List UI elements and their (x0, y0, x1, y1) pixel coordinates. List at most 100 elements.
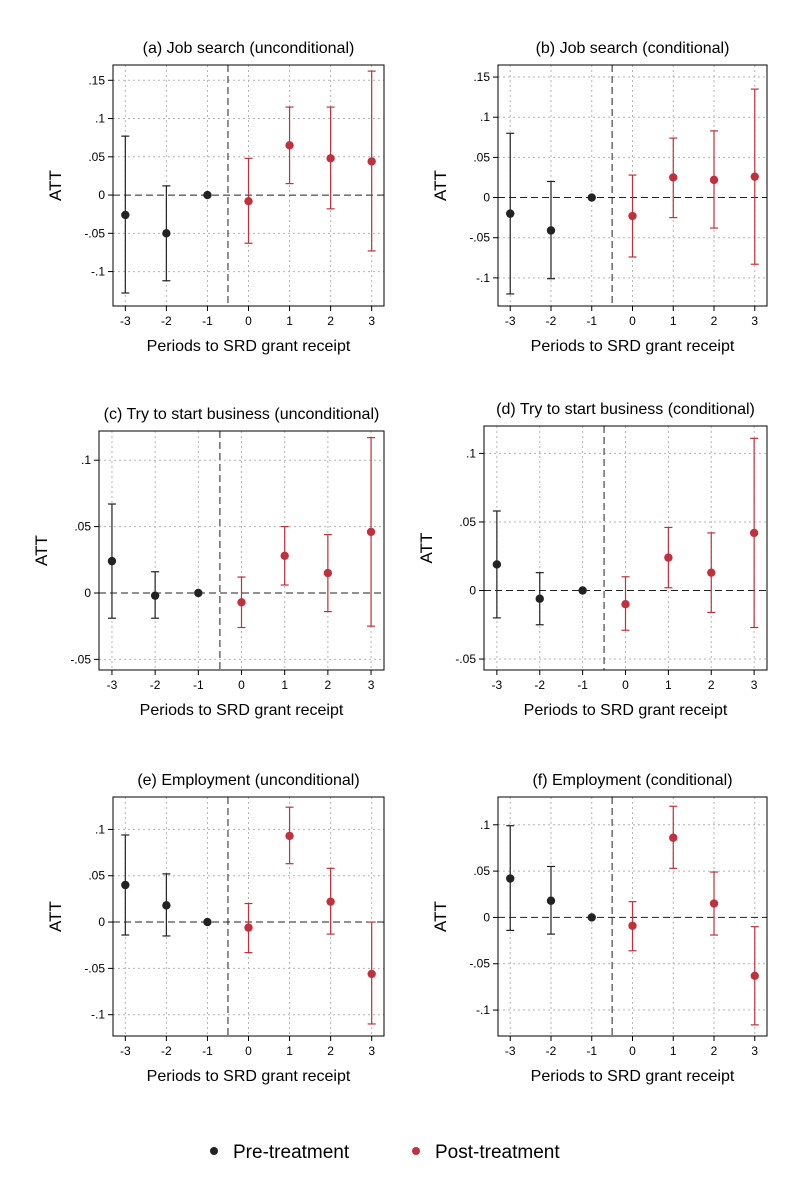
panel-b: -.1 -.05 0 .05 .1 .15 -3 -2 -1 0 1 2 3 (b) Job search… (431, 40, 768, 355)
y-tick-label: 0 (84, 586, 91, 600)
y-tick-label: .05 (459, 515, 476, 529)
point-estimate (669, 173, 678, 182)
chart-title: (e) Employment (unconditional) (137, 772, 359, 789)
point-estimate (194, 588, 203, 598)
y-tick-label: .1 (480, 110, 490, 124)
point-estimate (749, 528, 759, 538)
y-tick-label: .05 (74, 520, 91, 534)
x-tick-label: 2 (325, 678, 332, 692)
point-estimate (203, 190, 212, 200)
y-tick-label: -.05 (70, 652, 91, 666)
legend: Pre-treatment Post-treatment (210, 1142, 560, 1163)
point-estimate (669, 833, 678, 842)
y-tick-label: .05 (88, 150, 105, 164)
point-estimate (587, 193, 596, 202)
x-tick-label: -1 (202, 314, 213, 328)
x-tick-label: 3 (751, 314, 758, 328)
chart-title: (d) Try to start business (conditional) (496, 401, 755, 418)
y-tick-label: -.05 (455, 652, 476, 666)
x-tick-label: -2 (150, 678, 161, 692)
x-tick-label: 3 (368, 314, 375, 328)
x-tick-label: 1 (670, 1044, 677, 1058)
legend-pre-label: Pre-treatment (233, 1142, 350, 1163)
point-estimate (326, 897, 335, 906)
x-tick-label: 1 (286, 1044, 293, 1058)
x-axis-label: Periods to SRD grant receipt (531, 338, 735, 355)
y-tick-label: -.1 (91, 265, 105, 279)
point-estimate (244, 923, 253, 932)
y-tick-label: -.1 (476, 271, 490, 285)
chart-title: (a) Job search (unconditional) (143, 40, 355, 57)
x-tick-label: 0 (245, 314, 252, 328)
point-estimate (546, 896, 556, 905)
y-tick-label: .05 (88, 869, 105, 883)
legend-post-label: Post-treatment (435, 1142, 560, 1163)
y-tick-label: -.1 (476, 1003, 490, 1017)
x-tick-label: -2 (161, 314, 172, 328)
y-tick-label: 0 (483, 191, 490, 205)
x-tick-label: -3 (120, 314, 131, 328)
x-tick-label: -2 (161, 1044, 172, 1058)
x-axis-label: Periods to SRD grant receipt (147, 338, 351, 355)
y-tick-label: -.05 (84, 226, 105, 240)
y-tick-label: .05 (473, 864, 490, 878)
y-tick-label: -.1 (91, 1008, 105, 1022)
x-tick-label: 2 (327, 314, 334, 328)
point-estimate (280, 551, 289, 561)
x-tick-label: 3 (751, 1044, 758, 1058)
y-axis-label: ATT (417, 533, 436, 564)
point-estimate (492, 560, 502, 569)
point-estimate (535, 594, 544, 603)
x-tick-label: -3 (107, 678, 118, 692)
x-tick-label: -1 (193, 678, 204, 692)
point-estimate (367, 157, 376, 166)
point-estimate (506, 874, 515, 883)
y-axis-label: ATT (431, 901, 450, 932)
y-axis-label: ATT (46, 901, 65, 932)
y-tick-label: .1 (95, 112, 105, 126)
y-axis-label: ATT (46, 170, 65, 201)
point-estimate (285, 141, 294, 150)
y-tick-label: .1 (95, 822, 105, 836)
y-tick-label: 0 (483, 910, 490, 924)
point-estimate (121, 210, 130, 220)
y-tick-label: .05 (473, 150, 490, 164)
y-tick-label: -.05 (84, 961, 105, 975)
point-estimate (750, 971, 759, 980)
x-tick-label: -3 (505, 314, 516, 328)
y-tick-label: 0 (98, 188, 105, 202)
point-estimate (162, 901, 171, 910)
x-tick-label: 1 (281, 678, 288, 692)
point-estimate (162, 229, 171, 238)
legend-pre-marker (210, 1147, 218, 1155)
x-tick-label: 0 (629, 1044, 636, 1058)
panels: -.1 -.05 0 .05 .1 .15 -3 -2 -1 0 1 2 3 (a) Job search… (32, 40, 768, 1085)
x-axis-label: Periods to SRD grant receipt (524, 702, 728, 719)
y-tick-label: 0 (98, 915, 105, 929)
x-tick-label: 0 (245, 1044, 252, 1058)
chart-title: (c) Try to start business (unconditional… (104, 406, 380, 423)
x-tick-label: 2 (711, 1044, 718, 1058)
y-tick-label: -.05 (469, 231, 490, 245)
x-tick-label: -1 (202, 1044, 213, 1058)
point-estimate (587, 913, 596, 922)
point-estimate (546, 226, 556, 235)
panel-e: -.1 -.05 0 .05 .1 -3 -2 -1 0 1 2 3 (e) Employment (u… (46, 772, 385, 1085)
x-tick-label: 2 (327, 1044, 334, 1058)
point-estimate (578, 586, 587, 595)
x-tick-label: 2 (708, 678, 715, 692)
point-estimate (707, 568, 716, 577)
point-estimate (664, 553, 673, 562)
x-tick-label: -3 (505, 1044, 516, 1058)
y-tick-label: .1 (480, 818, 490, 832)
x-tick-label: -2 (546, 1044, 557, 1058)
y-tick-label: .1 (81, 453, 91, 467)
point-estimate (506, 209, 515, 218)
x-tick-label: 1 (286, 314, 293, 328)
panel-c: -.05 0 .05 .1 -3 -2 -1 0 1 2 3 (c) Try to start bus… (32, 406, 385, 719)
legend-post-marker (412, 1147, 420, 1155)
point-estimate (107, 556, 117, 566)
x-tick-label: -3 (120, 1044, 131, 1058)
point-estimate (326, 154, 335, 163)
